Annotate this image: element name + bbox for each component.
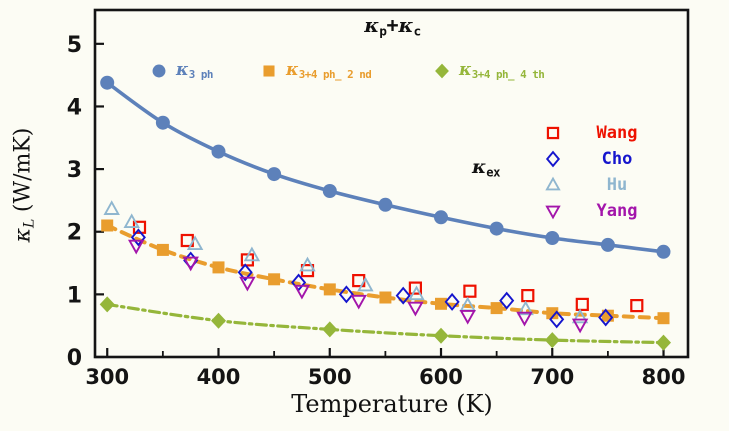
x-tick-label: 400 xyxy=(197,365,241,389)
open-diamond-marker-icon xyxy=(543,149,563,169)
y-tick-label: 5 xyxy=(67,33,82,58)
y-tick-label: 2 xyxy=(67,221,82,246)
y-tick-label: 1 xyxy=(67,283,82,308)
chart-title-kappa-p: κ xyxy=(364,13,380,37)
x-tick-label: 300 xyxy=(85,365,129,389)
series-markers-κ_3ph xyxy=(100,75,671,259)
x-tick-label: 700 xyxy=(530,365,574,389)
series-line-κ_3+4ph_2nd xyxy=(105,223,666,321)
x-tick-label: 500 xyxy=(308,365,352,389)
open-square-marker-icon xyxy=(543,123,563,143)
legend-label-yang: Yang xyxy=(596,201,638,221)
legend-item-kappa-3ph: κ3 ph xyxy=(149,60,213,82)
series-markers-κ_3+4ph_4th xyxy=(99,296,671,351)
y-tick-label: 3 xyxy=(67,158,82,183)
legend-label-cho: Cho xyxy=(601,149,633,169)
legend-item-cho: Cho xyxy=(543,147,659,171)
legend-label: κ3 ph xyxy=(176,60,213,82)
series-markers-Cho xyxy=(130,228,614,329)
x-tick-label: 600 xyxy=(419,365,463,389)
diamond-marker-icon xyxy=(432,61,452,81)
legend-item-yang: Yang xyxy=(543,199,659,223)
series-markers-Yang xyxy=(127,239,589,334)
chart-title-kappa-c: κ xyxy=(398,13,414,37)
y-tick-label: 0 xyxy=(67,346,82,371)
kappa-ex-label: κex xyxy=(472,156,500,180)
chart-title: κp+κc xyxy=(364,13,421,40)
y-tick-label: 4 xyxy=(67,95,82,120)
x-axis-title: Temperature (K) xyxy=(291,390,493,418)
legend-item-kappa-3+4ph-2nd: κ3+4 ph_ 2 nd xyxy=(259,60,372,82)
square-marker-icon xyxy=(259,61,279,81)
open-triangle-down-marker-icon xyxy=(543,201,563,221)
legend-label-wang: Wang xyxy=(596,123,638,143)
series-markers-Hu xyxy=(103,200,589,324)
y-axis-title: κL (W/mK) xyxy=(10,127,38,243)
open-triangle-up-marker-icon xyxy=(543,175,563,195)
legend-item-hu: Hu xyxy=(543,173,659,197)
legend-label-hu: Hu xyxy=(606,175,628,195)
legend-label: κ3+4 ph_ 4 th xyxy=(459,60,545,82)
plot-frame xyxy=(93,8,690,359)
series-markers-κ_3+4ph_2nd xyxy=(101,219,670,325)
legend-label: κ3+4 ph_ 2 nd xyxy=(286,60,372,82)
legend-item-kappa-3+4ph-4th: κ3+4 ph_ 4 th xyxy=(432,60,545,82)
x-tick-label: 800 xyxy=(642,365,686,389)
series-line-κ_3+4ph_4th xyxy=(105,302,666,345)
legend-item-wang: Wang xyxy=(543,121,659,145)
circle-marker-icon xyxy=(149,61,169,81)
